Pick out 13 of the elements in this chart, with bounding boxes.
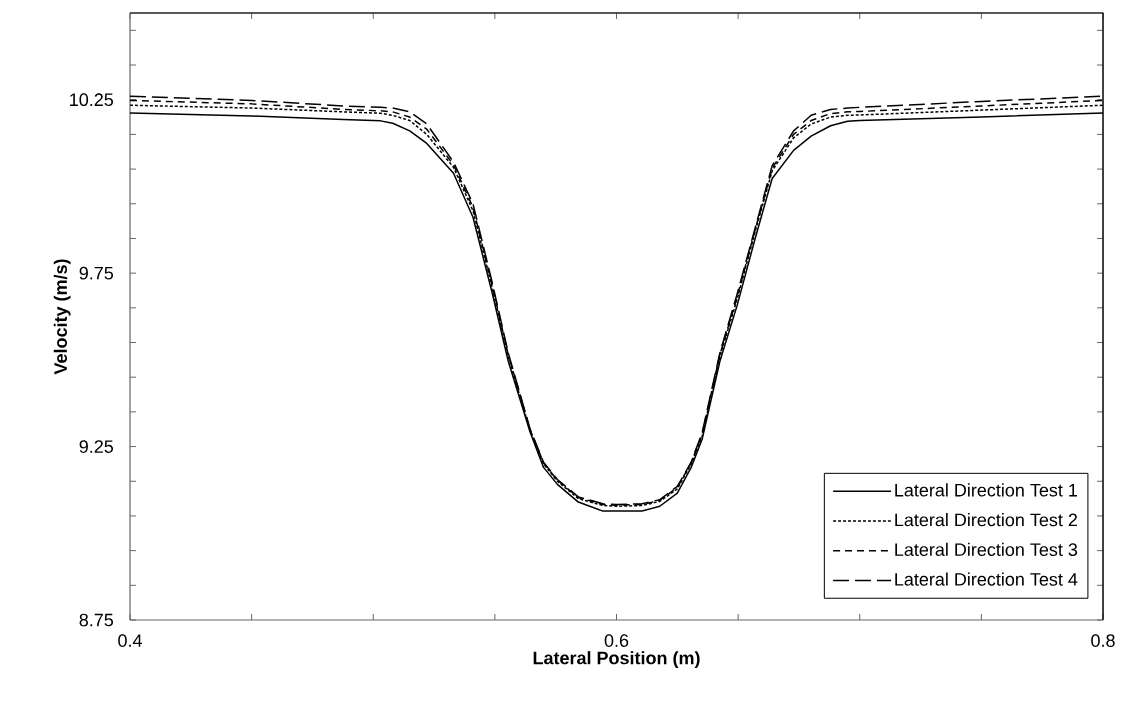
legend-label: Lateral Direction Test 2: [895, 513, 1077, 527]
x-axis-title: Lateral Position (m): [533, 651, 700, 668]
y-tick-label: 9.25: [79, 440, 114, 453]
y-tick-label: 8.75: [79, 613, 114, 627]
x-tick-label: 0.8: [1091, 634, 1115, 647]
y-tick-label: 9.75: [79, 266, 114, 280]
x-tick-label: 0.6: [604, 634, 629, 647]
legend-label: Lateral Direction Test 1: [895, 483, 1077, 497]
y-tick-label: 10.25: [70, 93, 114, 107]
x-tick-label: 0.4: [118, 634, 142, 647]
y-axis-title: Velocity (m/s): [53, 259, 71, 375]
legend-label: Lateral Direction Test 3: [895, 542, 1078, 557]
legend-label: Lateral Direction Test 4: [895, 572, 1078, 586]
